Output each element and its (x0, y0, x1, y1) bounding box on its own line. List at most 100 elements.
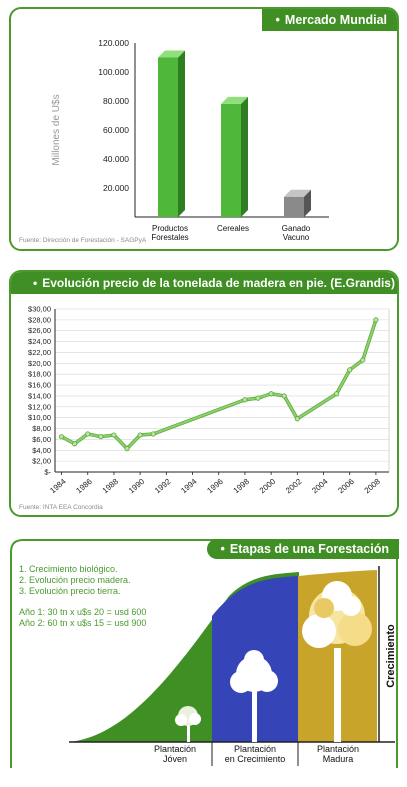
y-tick-label: 20.000 (103, 183, 129, 193)
y-tick-label: 120.000 (98, 38, 129, 48)
data-point (111, 432, 117, 438)
list-item: 2. Evolución precio madera. (19, 575, 131, 585)
list-item: Año 1: 30 tn x u$s 20 = usd 600 (19, 607, 147, 617)
y-tick-label: 60.000 (103, 125, 129, 135)
x-tick-label: 1992 (153, 477, 173, 496)
x-tick-label: 2006 (336, 477, 356, 496)
bar-top (284, 189, 311, 197)
y-tick-label: 100.000 (98, 67, 129, 77)
line-chart: $- $2,00 $4,00 $6,00 $8,00 $10,00 $12,00 $14,00… (28, 305, 390, 496)
bar (158, 50, 185, 217)
data-point (334, 391, 340, 397)
tree-mature-icon (302, 581, 372, 742)
x-tick-label: 2002 (284, 477, 304, 496)
data-point (268, 391, 274, 397)
list-item: 3. Evolución precio tierra. (19, 586, 121, 596)
x-tick-label: 2000 (258, 477, 278, 496)
bar-side (178, 50, 185, 217)
bar-side (241, 96, 248, 217)
y-tick-label: $10,00 (28, 413, 51, 422)
x-tick-label: 1990 (127, 477, 147, 496)
bullet-icon: • (220, 542, 225, 556)
bar (284, 189, 311, 217)
category-label: Ganado (282, 224, 311, 233)
y-tick-label: $6,00 (32, 435, 51, 444)
data-point (98, 434, 104, 440)
data-point (137, 432, 143, 438)
bar-front (284, 196, 304, 217)
category-label: Productos (152, 224, 188, 233)
data-point (85, 431, 91, 437)
stage-label-2b: en Crecimiento (225, 754, 286, 764)
data-point (281, 393, 287, 399)
series-line (61, 319, 377, 450)
y-tick-label: $20,00 (28, 359, 51, 368)
y-tick-label: $24,00 (28, 337, 51, 346)
x-tick-label: 2004 (310, 477, 330, 496)
y-tick-label: $26,00 (28, 326, 51, 335)
data-point (373, 317, 379, 323)
x-tick-label: 2008 (363, 477, 383, 496)
y-tick-label: $22,00 (28, 348, 51, 357)
chart-source: Fuente: Dirección de Forestación - SAGPy… (19, 237, 147, 244)
data-point (72, 441, 78, 447)
y-tick-label: $14,00 (28, 391, 51, 400)
bar-side (304, 189, 311, 217)
bar-top (158, 50, 185, 58)
category-label: Vacuno (283, 233, 310, 242)
tree-young-icon (175, 706, 201, 742)
category-label: Forestales (151, 233, 188, 242)
data-point (360, 357, 366, 363)
data-point (124, 446, 130, 452)
bullet-icon: • (33, 276, 38, 290)
stage-label-2a: Plantación (234, 744, 276, 754)
y-tick-label: $2,00 (32, 457, 51, 466)
bullet-icon: • (275, 13, 280, 27)
series-line-outline (60, 319, 378, 451)
frame (10, 539, 398, 768)
y-tick-label: $- (44, 468, 51, 477)
x-tick-label: 1988 (101, 477, 121, 496)
y-tick-label: $30,00 (28, 305, 51, 314)
data-point (150, 431, 156, 437)
x-tick-label: 1994 (179, 477, 199, 496)
list-item: Año 2: 60 tn x u$s 15 = usd 900 (19, 618, 147, 628)
x-tick-label: 1986 (74, 477, 94, 496)
y-tick-label: $12,00 (28, 402, 51, 411)
data-point (58, 434, 65, 440)
stage-label-1b: Jóven (163, 754, 187, 764)
y-tick-label: $8,00 (32, 424, 51, 433)
bar-top (221, 96, 248, 104)
mercado-mundial-panel: • Mercado Mundial 20.000 40.000 60.000 80.00… (9, 7, 399, 251)
stage-label-1a: Plantación (154, 744, 196, 754)
precio-madera-panel: • Evolución precio de la tonelada de made… (9, 270, 399, 517)
y-tick-label: 40.000 (103, 154, 129, 164)
y-tick-label: $4,00 (32, 446, 51, 455)
bar-front (158, 57, 178, 217)
panel-title: • Evolución precio de la tonelada de made… (11, 272, 397, 294)
x-tick-label: 1998 (232, 477, 252, 496)
list-item: 1. Crecimiento biológico. (19, 564, 118, 574)
y-axis-label: Millones de U$s (51, 94, 62, 165)
y-tick-label: $28,00 (28, 315, 51, 324)
stage-label-3a: Plantación (317, 744, 359, 754)
category-label: Cereales (217, 224, 249, 233)
stages-diagram: Crecimiento Plantación Jóven Plantación … (10, 539, 398, 768)
panel-title: • Etapas de una Forestación (206, 539, 399, 559)
x-tick-label: 1984 (48, 477, 68, 496)
panel-title: • Mercado Mundial (261, 9, 397, 31)
bar-front (221, 103, 241, 217)
bar (221, 96, 248, 217)
stages-list: 1. Crecimiento biológico. 2. Evolución p… (19, 564, 146, 629)
tree-growing-icon (230, 650, 278, 742)
data-point (255, 395, 261, 401)
vertical-label: Crecimiento (385, 624, 397, 688)
bar-chart: 20.000 40.000 60.000 80.000 100.000 120.000 Mi… (51, 38, 329, 242)
data-point (242, 397, 248, 403)
y-tick-label: $16,00 (28, 381, 51, 390)
chart-source: Fuente: INTA EEA Concordia (19, 504, 103, 511)
data-point (347, 367, 353, 373)
etapas-panel: Crecimiento Plantación Jóven Plantación … (9, 536, 399, 779)
y-tick-label: 80.000 (103, 96, 129, 106)
x-tick-label: 1996 (205, 477, 225, 496)
